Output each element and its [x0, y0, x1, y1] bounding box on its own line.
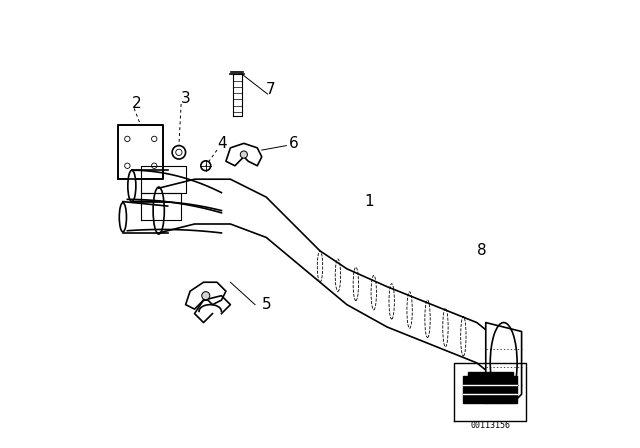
Polygon shape [463, 376, 517, 403]
Polygon shape [159, 179, 499, 381]
Text: 00113156: 00113156 [470, 421, 510, 430]
Polygon shape [141, 193, 181, 220]
Text: 7: 7 [266, 82, 276, 97]
Text: 1: 1 [365, 194, 374, 209]
Ellipse shape [201, 161, 211, 171]
Text: 8: 8 [477, 243, 486, 258]
Text: 5: 5 [262, 297, 271, 312]
Ellipse shape [128, 170, 136, 202]
Text: 6: 6 [289, 136, 298, 151]
Polygon shape [226, 143, 262, 166]
Ellipse shape [119, 202, 127, 232]
Polygon shape [141, 166, 186, 193]
Ellipse shape [202, 292, 210, 300]
Polygon shape [468, 372, 513, 385]
Polygon shape [486, 323, 522, 403]
Ellipse shape [172, 146, 186, 159]
Text: 4: 4 [217, 136, 227, 151]
Polygon shape [186, 282, 226, 309]
Text: 3: 3 [181, 91, 191, 106]
Polygon shape [118, 125, 163, 179]
Ellipse shape [240, 151, 248, 158]
Text: 2: 2 [132, 95, 141, 111]
Polygon shape [233, 74, 242, 116]
